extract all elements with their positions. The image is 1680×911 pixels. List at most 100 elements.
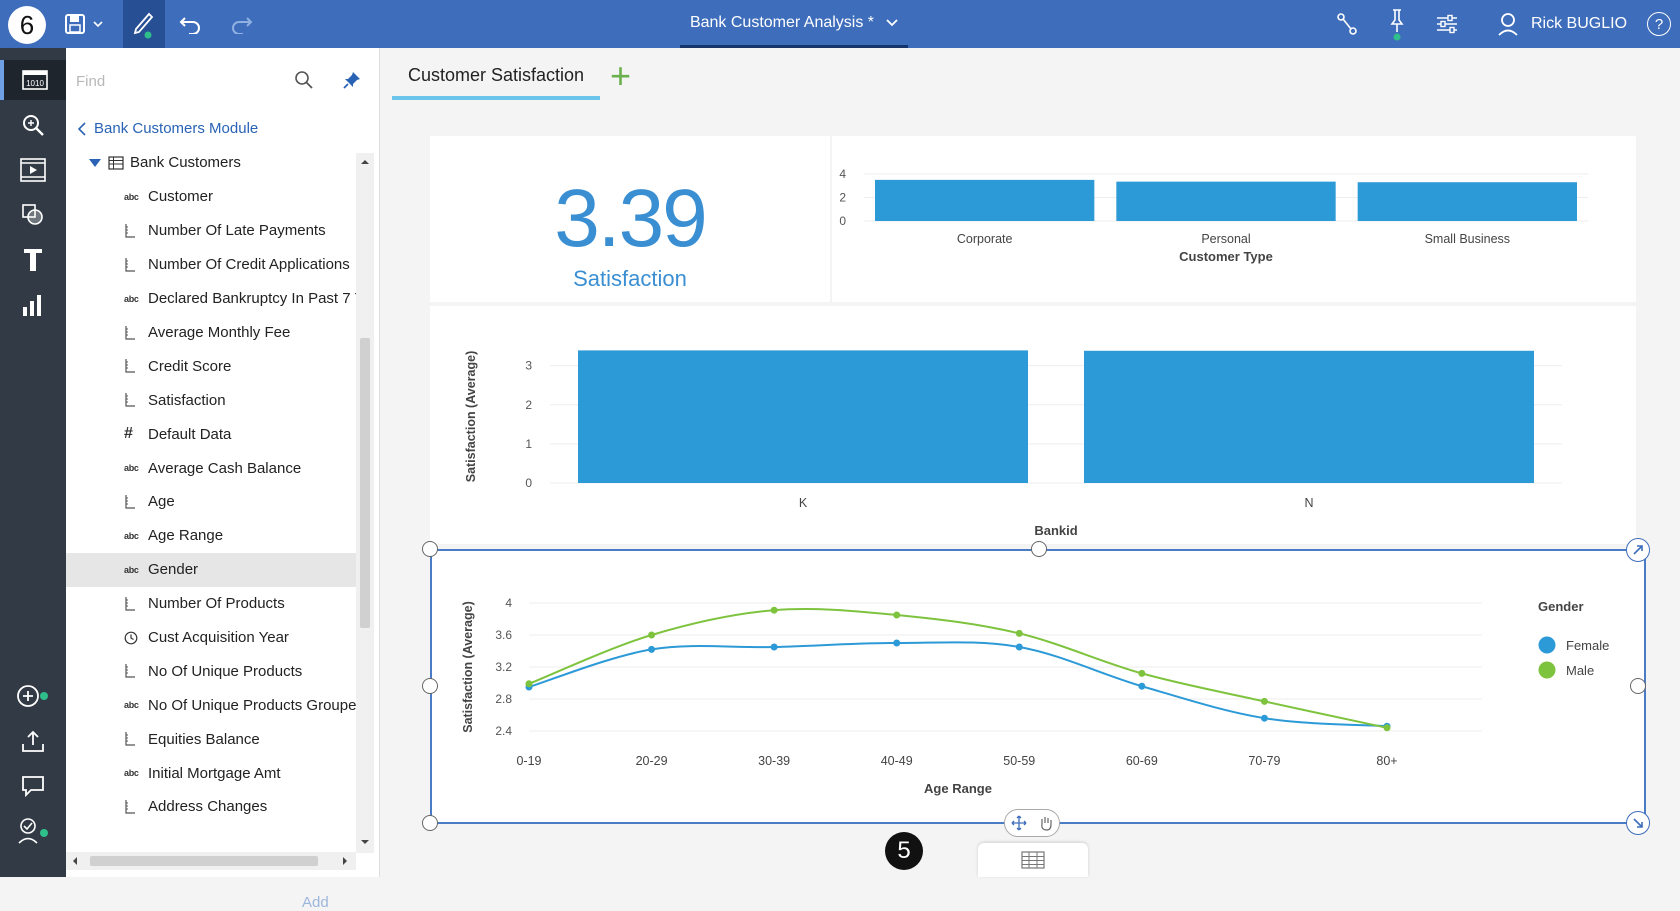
review-icon[interactable] [0,811,66,851]
media-icon[interactable] [0,150,66,190]
data-point [770,643,778,651]
scroll-right-icon[interactable] [342,856,348,866]
field-item[interactable]: Number Of Products [66,587,356,621]
user-icon[interactable] [1493,0,1523,48]
legend-label: Female [1566,638,1609,653]
field-label: Number Of Credit Applications [148,256,350,274]
customer-type-bar-chart[interactable]: 0 2 4 Corporate Personal Small Business Custom… [815,136,1636,302]
field-item[interactable]: Equities Balance [66,722,356,756]
resize-handle-top[interactable] [1031,541,1047,557]
save-dropdown-icon[interactable] [90,0,106,48]
report-title[interactable]: Bank Customer Analysis * [680,0,908,48]
y-tick-label: 0 [839,214,846,228]
resize-handle-bottom-left[interactable] [422,815,438,831]
x-category-label: Personal [1201,232,1250,246]
scroll-left-icon[interactable] [72,856,78,866]
upload-icon[interactable] [0,721,66,761]
field-label: Number Of Products [148,595,285,613]
add-tab-button[interactable]: + [610,55,632,96]
add-icon[interactable] [0,676,66,716]
tab-customer-satisfaction[interactable]: Customer Satisfaction [392,54,600,100]
hand-grab-icon[interactable] [1038,815,1054,831]
share-icon[interactable] [1332,0,1362,48]
age-range-line-chart[interactable]: 2.4 2.8 3.2 3.6 4 0-19 20-29 30-39 40-49 50-59 60-… [432,551,1644,822]
help-icon[interactable]: ? [1644,0,1674,48]
field-label: No Of Unique Products Grouped [148,696,356,714]
move-handle[interactable] [1004,809,1060,837]
measure-icon [124,223,142,239]
field-label: Age Range [148,527,224,545]
field-item[interactable]: abc Declared Bankruptcy In Past 7 Yr [66,282,356,316]
scroll-down-icon[interactable] [360,839,370,845]
chevron-down-icon[interactable] [886,18,898,27]
field-label: Default Data [148,425,232,443]
shapes-icon[interactable] [0,195,66,235]
measure-icon [124,596,142,612]
user-name[interactable]: Rick BUGLIO [1531,15,1628,32]
explore-icon[interactable] [0,105,66,145]
customer-type-bar-svg: 0 2 4 Corporate Personal Small Business Custom… [815,147,1588,264]
move-arrows-icon[interactable] [1011,815,1027,831]
field-item[interactable]: Number Of Credit Applications [66,248,356,282]
data-sources-icon[interactable]: 1010 [0,60,66,100]
field-item[interactable]: Age [66,485,356,519]
resize-handle-left[interactable] [422,678,438,694]
find-input[interactable] [76,68,286,94]
hash-icon: # [124,425,133,443]
step-badge-5: 5 [885,832,923,870]
filter-settings-icon[interactable] [1432,0,1462,48]
resize-corner-icon[interactable] [1626,811,1650,835]
pin-icon[interactable] [1382,0,1412,48]
data-grid-toggle[interactable] [978,843,1088,877]
field-item[interactable]: Average Monthly Fee [66,316,356,350]
save-icon[interactable] [60,0,90,48]
vertical-scroll-thumb[interactable] [360,338,370,628]
field-item[interactable]: abc Customer [66,180,356,214]
expand-icon[interactable] [1626,538,1650,562]
bankid-bar-chart[interactable]: 0 1 2 3 K N Bankid Satisfaction (Average) [430,306,1636,544]
undo-icon[interactable] [176,0,206,48]
vertical-scrollbar[interactable] [356,153,374,853]
y-axis-title: Satisfaction (Average) [461,601,475,733]
data-panel: Bank Customers Module Bank Customers abc… [66,48,380,911]
field-item[interactable]: abc Initial Mortgage Amt [66,756,356,790]
expand-triangle-icon[interactable] [88,158,102,168]
pin-panel-icon[interactable] [342,70,362,95]
field-item[interactable]: # Default Data [66,417,356,451]
data-point [1260,697,1268,705]
horizontal-scrollbar[interactable] [66,852,356,870]
redo-icon[interactable] [226,0,256,48]
top-bar: 6 Bank Customer Analysis * Rick BUGLIO ? [0,0,1680,48]
field-item[interactable]: Address Changes [66,790,356,824]
back-to-module-link[interactable]: Bank Customers Module [78,120,258,137]
field-item[interactable]: Credit Score [66,349,356,383]
kpi-card[interactable]: 3.39 Satisfaction [430,136,830,302]
tree-root-bank-customers[interactable]: Bank Customers [88,154,241,171]
field-label: Address Changes [148,798,268,816]
horizontal-scroll-thumb[interactable] [90,856,318,866]
y-tick-label: 3 [525,359,532,373]
field-item[interactable]: No Of Unique Products [66,654,356,688]
measure-icon [124,731,142,747]
field-item[interactable]: abc Gender [66,552,356,587]
data-point [648,645,656,653]
field-item[interactable]: Number Of Late Payments [66,214,356,248]
text-icon[interactable] [0,240,66,280]
visualizations-icon[interactable] [0,285,66,325]
text-field-icon: abc [124,463,139,474]
search-icon[interactable] [294,70,314,95]
root-table-label: Bank Customers [130,154,241,171]
comment-icon[interactable] [0,766,66,806]
field-label: Credit Score [148,357,232,375]
scroll-up-icon[interactable] [360,159,370,165]
field-label: Initial Mortgage Amt [148,764,281,782]
resize-handle-top-left[interactable] [422,541,438,557]
field-item[interactable]: abc No Of Unique Products Grouped [66,688,356,722]
field-item[interactable]: abc Average Cash Balance [66,451,356,485]
edit-pencil-icon[interactable] [123,0,165,48]
field-item[interactable]: abc Age Range [66,519,356,553]
field-item[interactable]: Satisfaction [66,383,356,417]
add-button[interactable]: Add [302,894,329,911]
field-item[interactable]: Cust Acquisition Year [66,621,356,655]
resize-handle-right[interactable] [1630,678,1646,694]
